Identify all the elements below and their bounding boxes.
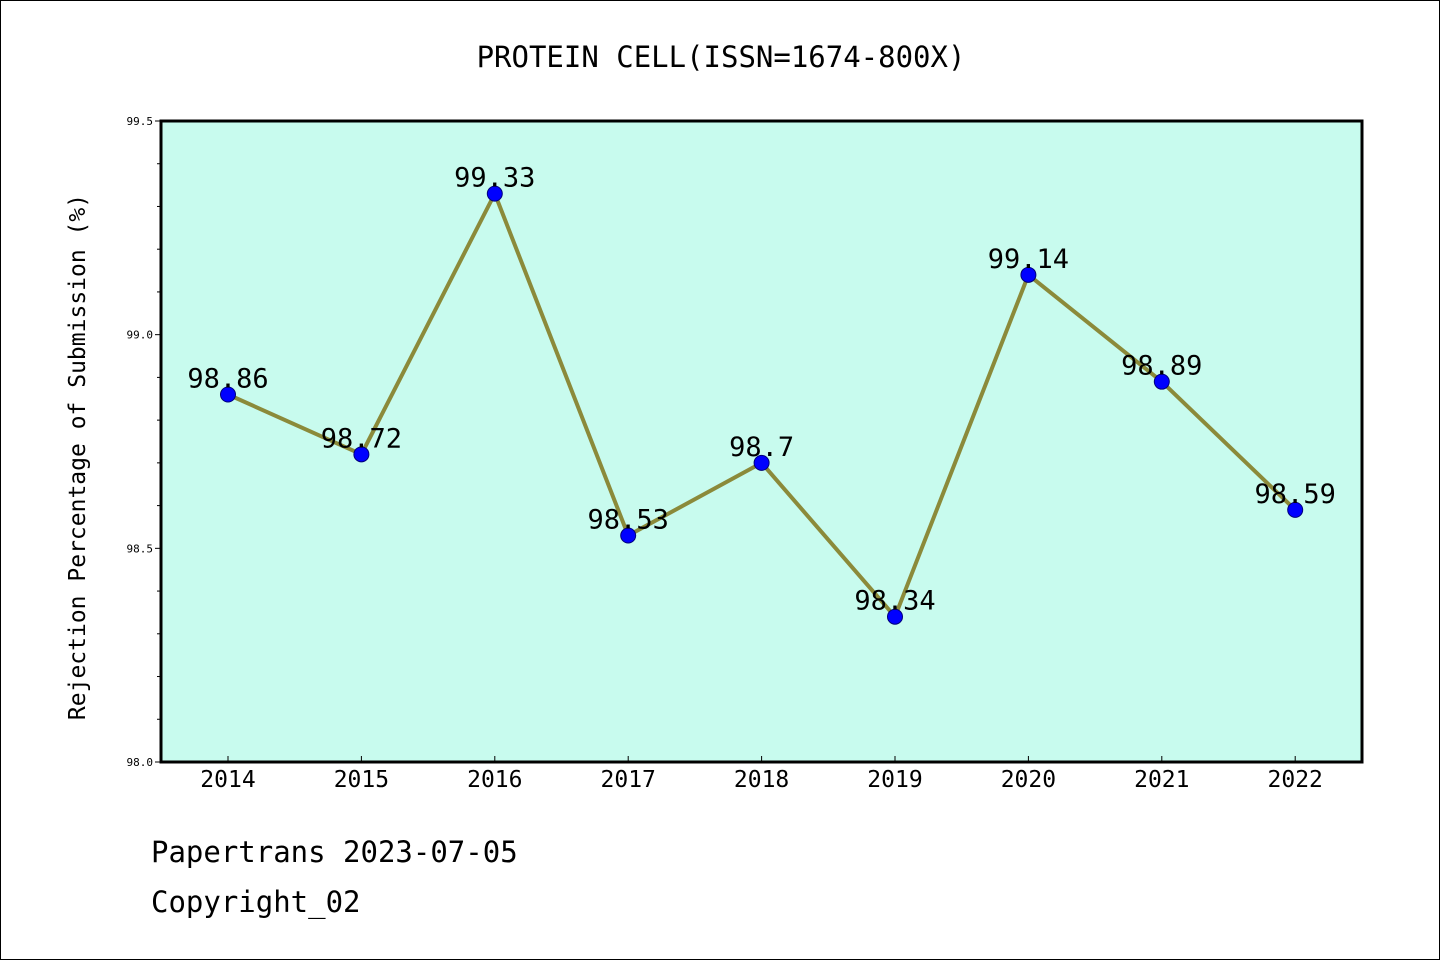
data-point-marker (353, 446, 370, 463)
data-point-marker (486, 185, 503, 202)
y-tick-label: 99.0 (127, 329, 154, 342)
x-tick-label: 2018 (734, 767, 789, 793)
data-label: 99.33 (454, 163, 535, 194)
footer-date-text: Papertrans 2023-07-05 (151, 835, 518, 869)
data-label: 98.89 (1121, 351, 1202, 382)
plot-frame (159, 119, 1364, 764)
x-tick-label: 2017 (601, 767, 656, 793)
y-axis-label: Rejection Percentage of Submission (%) (65, 194, 91, 720)
y-tick-label: 98.0 (127, 756, 154, 769)
series-layer: 98.86 98.72 99.33 98.53 98.7 98.34 99.14 98.89 9… (187, 163, 1336, 625)
data-point-marker (1287, 501, 1304, 518)
y-tick-label: 99.5 (127, 115, 154, 128)
y-axis-ticks: 98.0 98.5 99.0 99.5 (127, 115, 161, 769)
data-point-marker (620, 527, 637, 544)
data-point-marker (1020, 266, 1037, 283)
data-label: 98.72 (321, 423, 402, 454)
footer-copyright-text: Copyright_02 (151, 885, 361, 919)
x-tick-label: 2022 (1268, 767, 1323, 793)
data-point-marker (220, 386, 236, 403)
data-label: 98.59 (1255, 479, 1336, 510)
data-label: 99.14 (988, 244, 1069, 275)
x-tick-label: 2014 (200, 767, 255, 793)
x-tick-label: 2019 (867, 767, 922, 793)
x-tick-label: 2021 (1134, 767, 1189, 793)
chart-title: PROTEIN CELL(ISSN=1674-800X) (477, 40, 966, 74)
x-axis-ticks: 2014 2015 2016 2017 2018 2019 2020 2021 2022 (200, 756, 1323, 793)
plot-area (161, 121, 1362, 762)
data-label: 98.7 (729, 432, 794, 463)
data-label: 98.53 (588, 505, 669, 536)
data-label: 98.86 (187, 363, 268, 394)
y-tick-label: 98.5 (127, 542, 154, 555)
data-label: 98.34 (854, 586, 935, 617)
x-tick-label: 2016 (467, 767, 522, 793)
data-point-marker (887, 608, 903, 625)
x-tick-label: 2015 (334, 767, 389, 793)
data-point-marker (753, 454, 770, 471)
x-tick-label: 2020 (1001, 767, 1056, 793)
data-point-marker (1153, 373, 1170, 390)
